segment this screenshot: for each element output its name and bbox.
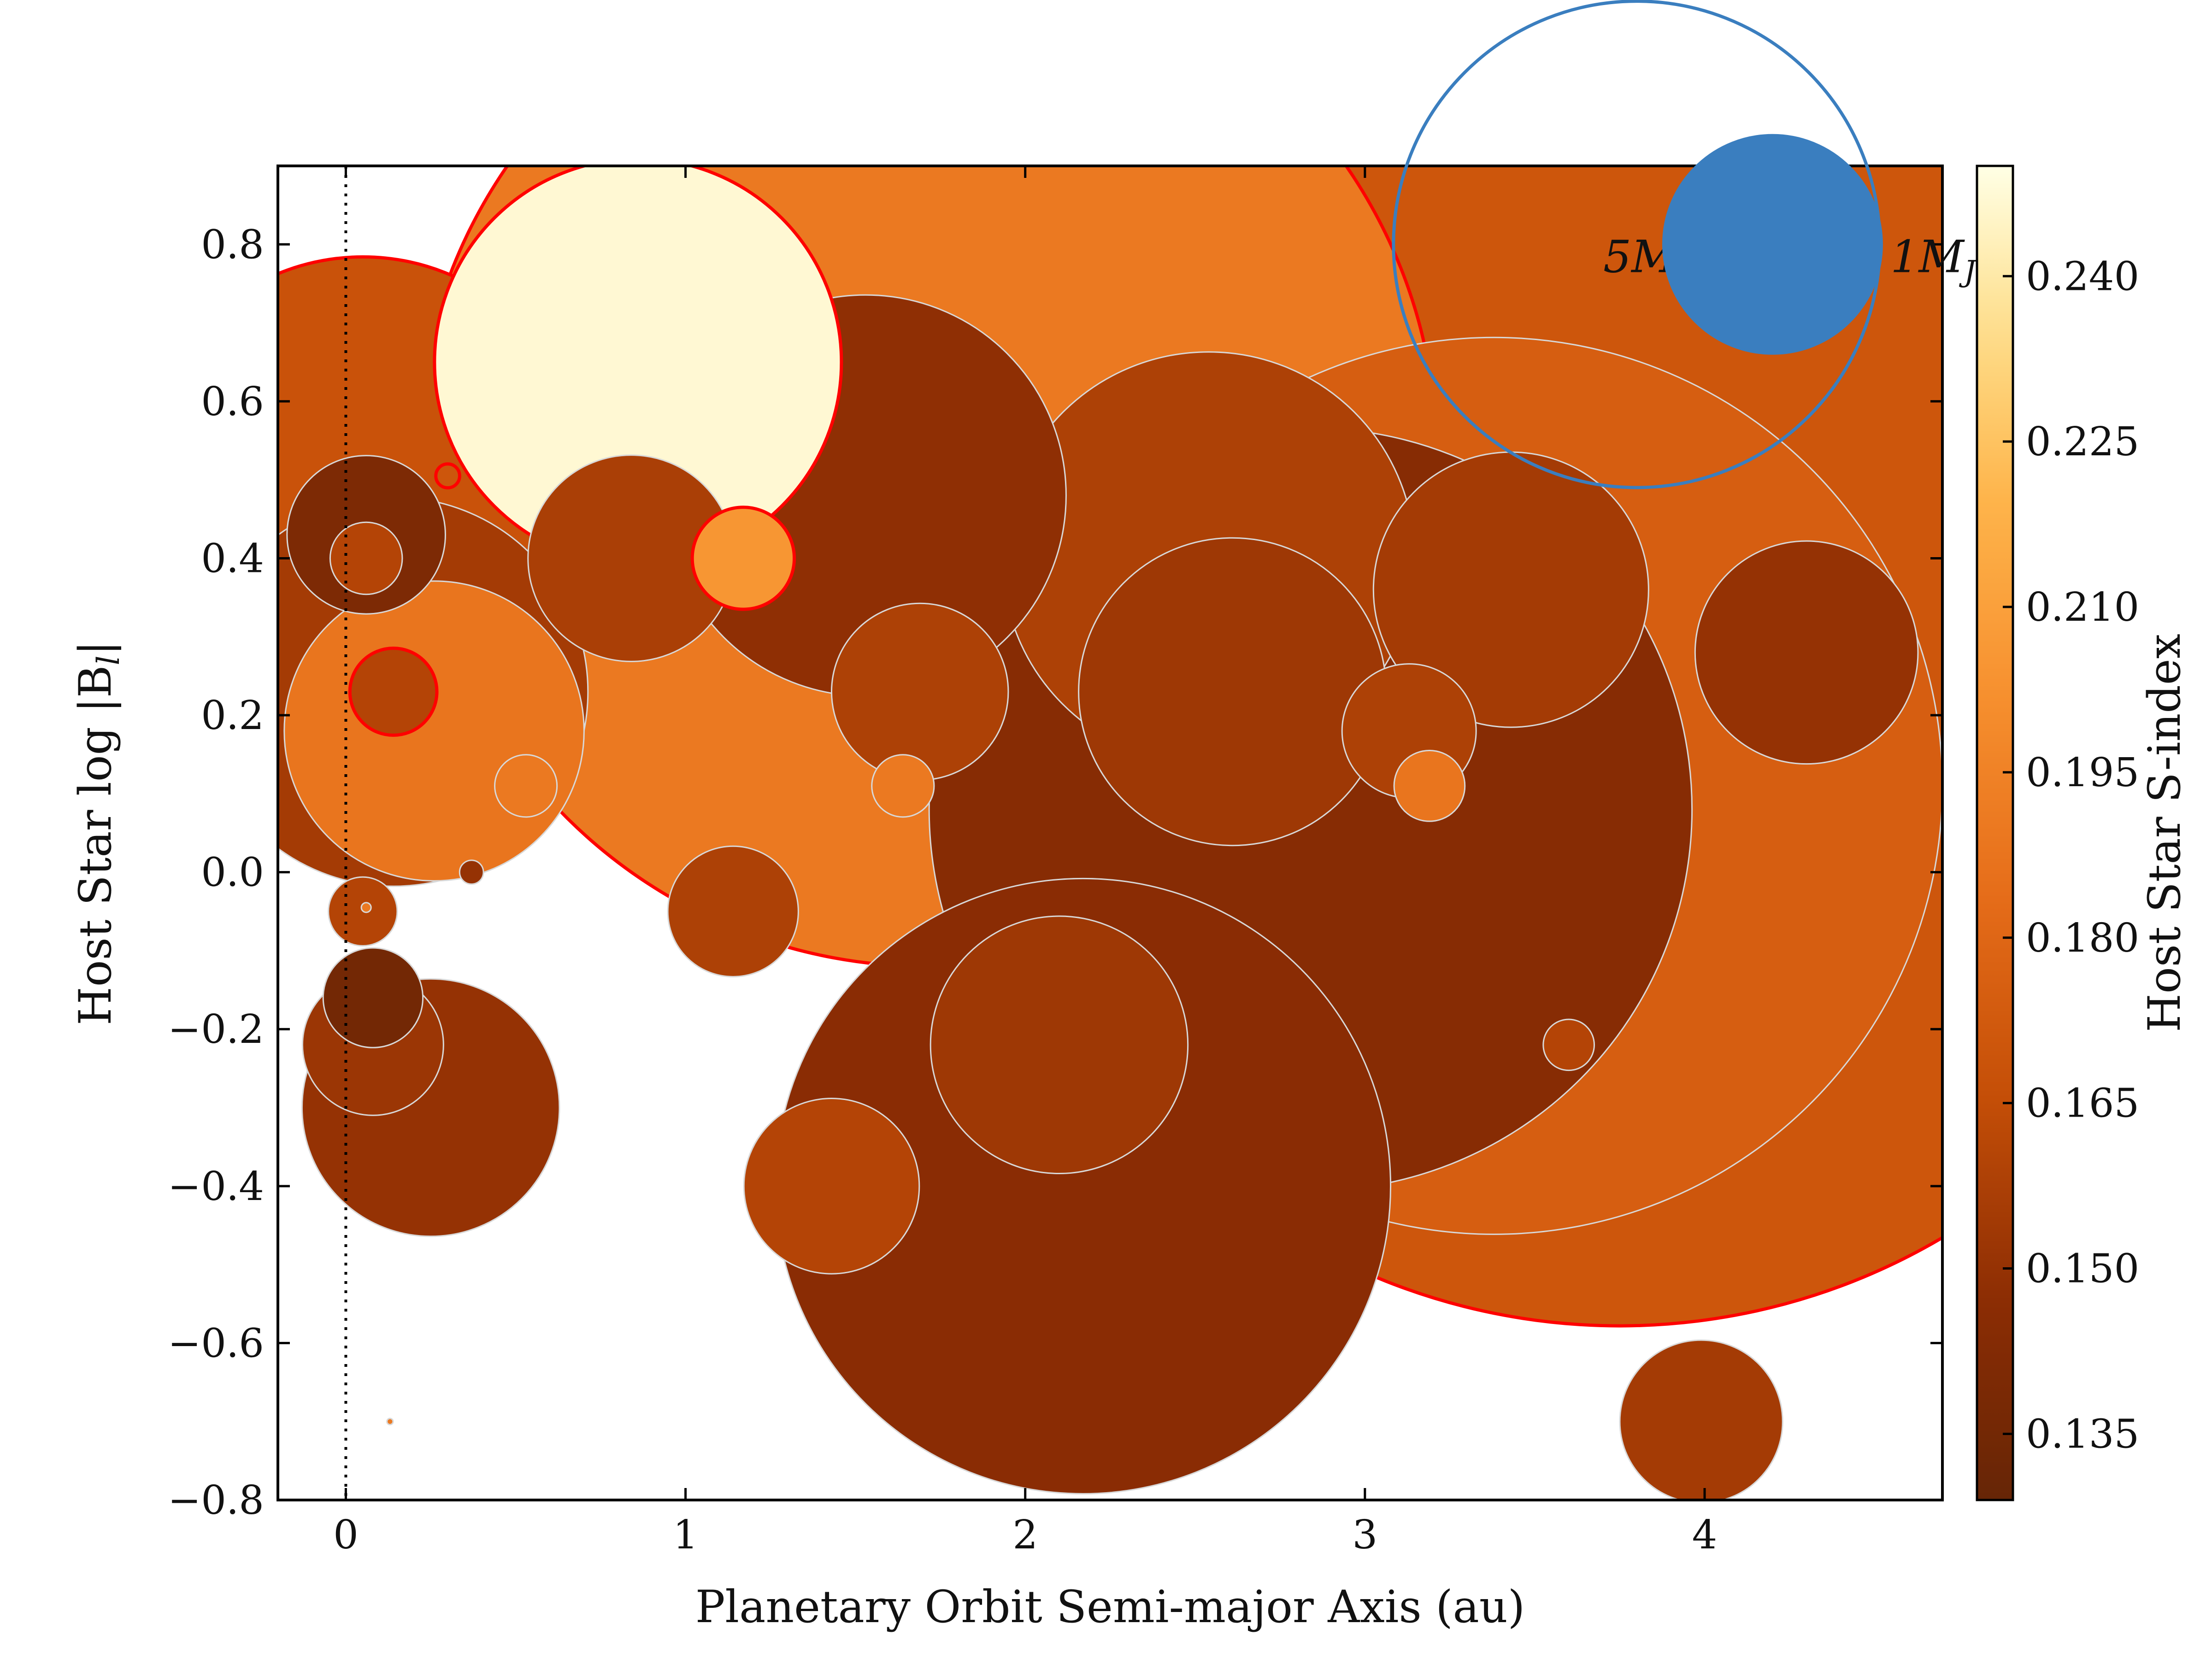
highlighted-planet-bubble (348, 647, 439, 737)
planet-bubble (283, 580, 585, 882)
colorbar-tick-label: 0.180 (2026, 915, 2139, 961)
size-legend-marker (1662, 134, 1883, 355)
x-tick-label: 1 (673, 1512, 698, 1558)
y-axis-title: Host Star log |Bl| (70, 641, 126, 1025)
x-axis-title: Planetary Orbit Semi-major Axis (au) (695, 1581, 1525, 1633)
planet-bubble (830, 602, 1009, 781)
colorbar-tick-label: 0.210 (2026, 584, 2139, 630)
planet-bubble (871, 754, 935, 818)
y-axis-title-main: Host Star log |B (70, 665, 121, 1025)
planet-bubble (494, 754, 558, 818)
highlighted-planet-bubble (434, 462, 461, 490)
colorbar-ticks: 0.135 0.150 0.165 0.180 0.195 0.210 0.225 0.240 (2003, 253, 2139, 1457)
y-tick-label: −0.8 (168, 1477, 264, 1524)
planet-bubble (1393, 749, 1466, 822)
y-tick-label: 0.8 (201, 222, 264, 268)
colorbar-tick-label: 0.195 (2026, 750, 2139, 796)
colorbar (1976, 165, 2014, 1501)
colorbar-tick-label: 0.165 (2026, 1081, 2139, 1127)
planet-bubble (1542, 1018, 1595, 1071)
y-tick-label: −0.2 (168, 1006, 264, 1053)
y-tick-label: 0.4 (201, 535, 264, 582)
planet-bubble (1619, 1339, 1783, 1500)
planet-bubble (930, 915, 1189, 1175)
y-tick-label: 0.6 (201, 379, 264, 425)
colorbar-tick-label: 0.240 (2026, 253, 2139, 300)
colorbar-tick-label: 0.135 (2026, 1411, 2139, 1457)
x-tick-label: 4 (1692, 1512, 1718, 1558)
planet-bubble (329, 521, 403, 595)
x-axis: 0 1 2 3 4 (333, 166, 1717, 1558)
planet-bubble (360, 902, 372, 913)
y-tick-label: 0.2 (201, 693, 264, 739)
y-tick-label: 0.0 (201, 850, 264, 896)
size-legend-label: 1MJ (1890, 231, 1977, 288)
size-legend-label-main: 1M (1890, 231, 1965, 282)
x-tick-label: 0 (333, 1512, 359, 1558)
plot-frame (276, 165, 1944, 1501)
y-tick-label: −0.4 (168, 1164, 264, 1210)
planet-bubble (386, 1418, 394, 1425)
bubble-layer (278, 166, 1942, 1500)
colorbar-title: Host Star S-index (2139, 634, 2190, 1032)
x-tick-label: 2 (1012, 1512, 1038, 1558)
size-legend: 5MJ1MJ (1392, 0, 1977, 489)
planet-bubble (1078, 537, 1387, 847)
y-axis: −0.8 −0.6 −0.4 −0.2 0.0 0.2 0.4 0.6 0.8 (168, 222, 1942, 1524)
planet-bubble (1694, 540, 1919, 765)
planet-bubble (459, 859, 484, 885)
highlighted-planet-bubble (690, 506, 796, 611)
colorbar-tick-label: 0.225 (2026, 419, 2139, 465)
x-tick-label: 3 (1352, 1512, 1377, 1558)
planet-bubble (667, 845, 799, 977)
colorbar-tick-label: 0.150 (2026, 1246, 2139, 1292)
planet-bubble (322, 947, 424, 1048)
y-axis-title-subscript: l (91, 656, 126, 665)
y-axis-title-end: | (70, 641, 121, 655)
planet-bubble (743, 1098, 920, 1275)
y-tick-label: −0.6 (168, 1320, 264, 1366)
